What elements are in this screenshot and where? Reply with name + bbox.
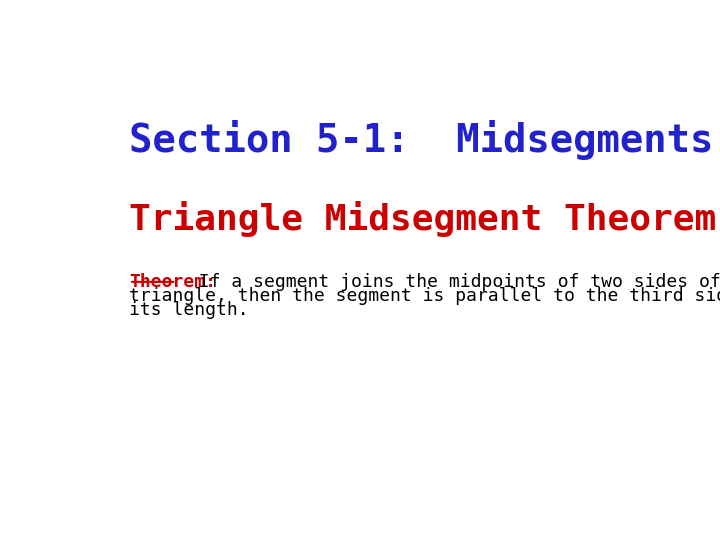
Text: its length.: its length. xyxy=(129,301,248,319)
Text: triangle, then the segment is parallel to the third side, and is half: triangle, then the segment is parallel t… xyxy=(129,287,720,305)
Text: Theorem:: Theorem: xyxy=(129,273,216,291)
Text: If a segment joins the midpoints of two sides of a: If a segment joins the midpoints of two … xyxy=(177,273,720,291)
Text: Section 5-1:  Midsegments of Triangles: Section 5-1: Midsegments of Triangles xyxy=(129,120,720,160)
Text: Triangle Midsegment Theorem: Triangle Midsegment Theorem xyxy=(129,201,716,237)
